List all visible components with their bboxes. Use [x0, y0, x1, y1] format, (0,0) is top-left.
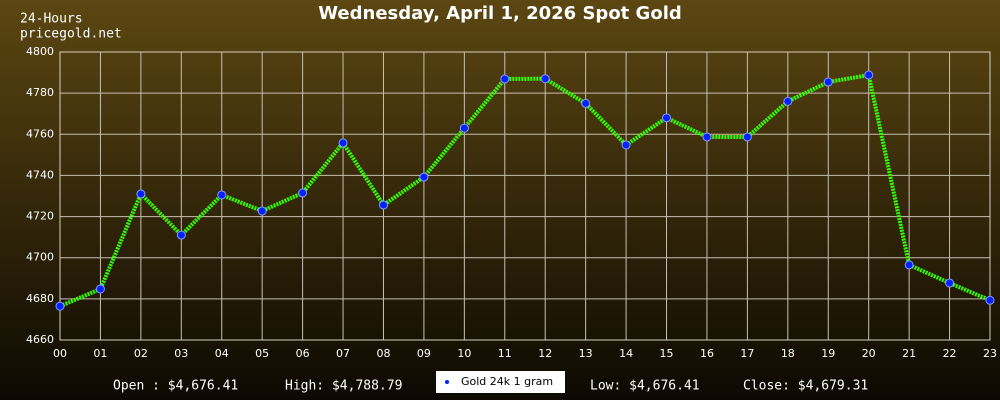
- data-point: [581, 98, 591, 108]
- data-point: [864, 70, 874, 80]
- x-tick-label: 23: [983, 347, 997, 360]
- data-point: [217, 190, 227, 200]
- x-tick-label: 10: [457, 347, 471, 360]
- y-tick-label: 4740: [26, 168, 54, 181]
- data-point: [136, 189, 146, 199]
- y-tick-label: 4660: [26, 333, 54, 346]
- data-point: [338, 138, 348, 148]
- x-tick-label: 08: [376, 347, 390, 360]
- legend-label: Gold 24k 1 gram: [461, 375, 553, 388]
- x-tick-label: 15: [660, 347, 674, 360]
- y-tick-label: 4800: [26, 45, 54, 58]
- data-point: [945, 278, 955, 288]
- data-point: [459, 123, 469, 133]
- legend-box: [436, 371, 565, 393]
- data-point: [742, 132, 752, 142]
- x-tick-label: 18: [781, 347, 795, 360]
- data-point: [298, 188, 308, 198]
- data-point: [176, 230, 186, 240]
- close-label: Close: $4,679.31: [743, 379, 868, 394]
- data-point: [702, 132, 712, 142]
- x-tick-label: 12: [538, 347, 552, 360]
- x-tick-label: 11: [498, 347, 512, 360]
- data-point: [500, 74, 510, 84]
- x-tick-label: 22: [943, 347, 957, 360]
- x-tick-label: 07: [336, 347, 350, 360]
- x-tick-label: 04: [215, 347, 229, 360]
- x-tick-label: 01: [93, 347, 107, 360]
- x-tick-label: 00: [53, 347, 67, 360]
- x-tick-label: 21: [902, 347, 916, 360]
- data-point: [783, 96, 793, 106]
- data-point: [662, 113, 672, 123]
- x-tick-label: 06: [296, 347, 310, 360]
- data-point: [257, 206, 267, 216]
- y-tick-label: 4680: [26, 292, 54, 305]
- high-label: High: $4,788.79: [285, 379, 402, 394]
- open-label: Open : $4,676.41: [113, 379, 238, 394]
- x-tick-label: 14: [619, 347, 633, 360]
- x-tick-label: 13: [579, 347, 593, 360]
- data-point: [55, 301, 65, 311]
- x-tick-label: 03: [174, 347, 188, 360]
- y-tick-label: 4760: [26, 127, 54, 140]
- data-point: [904, 260, 914, 270]
- x-tick-label: 09: [417, 347, 431, 360]
- x-tick-label: 20: [862, 347, 876, 360]
- y-tick-label: 4700: [26, 251, 54, 264]
- low-label: Low: $4,676.41: [590, 379, 700, 394]
- plot-frame: [59, 51, 991, 341]
- data-point: [419, 172, 429, 182]
- price-line: [59, 72, 991, 309]
- data-point: [378, 200, 388, 210]
- corner-label: 24-Hours: [20, 12, 83, 27]
- x-tick-label: 05: [255, 347, 269, 360]
- x-tick-label: 02: [134, 347, 148, 360]
- data-point: [985, 295, 995, 305]
- site-label: pricegold.net: [20, 27, 122, 42]
- x-tick-label: 19: [821, 347, 835, 360]
- x-tick-label: 17: [740, 347, 754, 360]
- legend-marker: [445, 380, 449, 384]
- x-tick-label: 16: [700, 347, 714, 360]
- data-point: [95, 284, 105, 294]
- data-point: [621, 140, 631, 150]
- y-tick-label: 4780: [26, 86, 54, 99]
- data-point: [823, 77, 833, 87]
- y-tick-label: 4720: [26, 210, 54, 223]
- chart-title: Wednesday, April 1, 2026 Spot Gold: [318, 3, 682, 24]
- data-point: [540, 74, 550, 84]
